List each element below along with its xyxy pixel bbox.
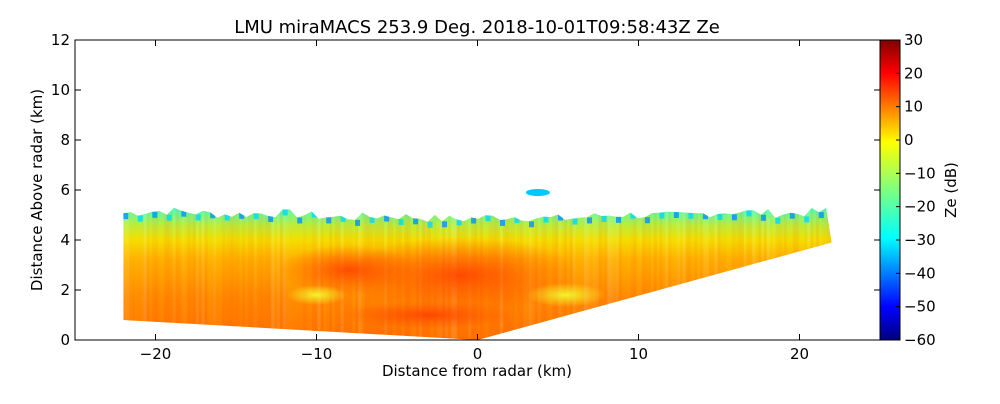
y-tick-label: 2 [60,281,70,299]
colorbar-tick-label: −50 [904,298,936,316]
colorbar-tick-label: −20 [904,198,936,216]
colorbar-label: Ze (dB) [942,162,960,218]
y-tick-label: 0 [60,331,70,349]
colorbar-tick-label: −60 [904,331,936,349]
y-tick-label: 4 [60,231,70,249]
colorbar-tick-label: 30 [904,31,923,49]
x-axis-label: Distance from radar (km) [382,362,572,380]
chart-title: LMU miraMACS 253.9 Deg. 2018-10-01T09:58… [234,17,720,38]
colorbar-tick-label: 0 [904,131,914,149]
colorbar: 30 20 10 0 −10 −20 −30 −40 −50 −60 [879,31,936,349]
reflectivity-echo [123,189,832,340]
x-tick-label: 10 [629,345,648,363]
y-tick-label: 6 [60,181,70,199]
y-tick-label: 8 [60,131,70,149]
y-tick-label: 12 [51,31,70,49]
colorbar-gradient [879,39,901,341]
cloud-top-bump [525,189,550,196]
x-tick-label: 20 [790,345,809,363]
x-tick-label: −10 [301,345,333,363]
colorbar-tick-label: −10 [904,164,936,182]
x-tick-label: −20 [140,345,172,363]
colorbar-tick-label: −40 [904,264,936,282]
colorbar-tick-label: 20 [904,64,923,82]
y-axis: 0 2 4 6 8 10 12 [51,31,880,349]
x-axis: −20 −10 0 10 20 [140,40,809,363]
colorbar-tick-label: 10 [904,98,923,116]
y-axis-label: Distance Above radar (km) [28,89,46,291]
x-tick-label: 0 [473,345,483,363]
colorbar-tick-label: −30 [904,231,936,249]
y-tick-label: 10 [51,81,70,99]
